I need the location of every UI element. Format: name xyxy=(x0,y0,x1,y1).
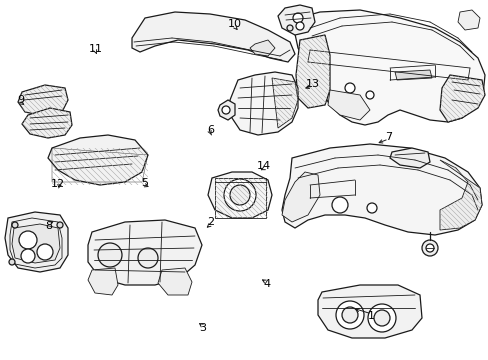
Circle shape xyxy=(98,243,122,267)
Circle shape xyxy=(21,249,35,263)
Text: 10: 10 xyxy=(227,19,241,30)
Text: 7: 7 xyxy=(385,132,391,142)
Circle shape xyxy=(9,259,15,265)
Text: 1: 1 xyxy=(367,311,374,321)
Polygon shape xyxy=(218,100,235,120)
Circle shape xyxy=(292,13,303,23)
Polygon shape xyxy=(88,268,118,295)
Circle shape xyxy=(12,222,18,228)
Text: 2: 2 xyxy=(206,217,213,228)
Circle shape xyxy=(331,197,347,213)
Text: 13: 13 xyxy=(305,78,319,89)
Polygon shape xyxy=(249,40,274,56)
Circle shape xyxy=(345,83,354,93)
Text: 11: 11 xyxy=(88,44,102,54)
Text: 9: 9 xyxy=(17,95,24,105)
Circle shape xyxy=(365,91,373,99)
Polygon shape xyxy=(158,268,192,295)
Polygon shape xyxy=(282,172,319,222)
Circle shape xyxy=(19,231,37,249)
Polygon shape xyxy=(394,70,431,80)
Circle shape xyxy=(295,22,304,30)
Polygon shape xyxy=(22,108,72,138)
Circle shape xyxy=(367,304,395,332)
Circle shape xyxy=(335,301,363,329)
Circle shape xyxy=(366,203,376,213)
Text: 12: 12 xyxy=(51,179,64,189)
Polygon shape xyxy=(12,224,60,263)
Circle shape xyxy=(37,244,53,260)
Polygon shape xyxy=(278,5,314,35)
Polygon shape xyxy=(282,144,481,235)
Circle shape xyxy=(57,222,63,228)
Circle shape xyxy=(222,106,229,114)
Text: 5: 5 xyxy=(141,178,147,188)
Text: 6: 6 xyxy=(206,125,213,135)
Circle shape xyxy=(229,185,249,205)
Text: 4: 4 xyxy=(263,279,269,289)
Polygon shape xyxy=(5,212,68,272)
Polygon shape xyxy=(439,75,484,122)
Polygon shape xyxy=(48,135,148,185)
Polygon shape xyxy=(294,10,484,125)
Polygon shape xyxy=(18,85,68,116)
Polygon shape xyxy=(457,10,479,30)
Circle shape xyxy=(286,25,292,31)
Polygon shape xyxy=(88,220,202,285)
Circle shape xyxy=(373,310,389,326)
Polygon shape xyxy=(295,35,329,108)
Circle shape xyxy=(425,244,433,252)
Text: 8: 8 xyxy=(45,221,52,231)
Polygon shape xyxy=(271,78,297,128)
Polygon shape xyxy=(439,160,481,230)
Circle shape xyxy=(341,307,357,323)
Circle shape xyxy=(421,240,437,256)
Polygon shape xyxy=(207,172,271,218)
Text: 14: 14 xyxy=(257,161,270,171)
Polygon shape xyxy=(327,90,369,120)
Polygon shape xyxy=(389,148,429,168)
Polygon shape xyxy=(132,12,294,62)
Polygon shape xyxy=(229,72,297,135)
Circle shape xyxy=(138,248,158,268)
Polygon shape xyxy=(317,285,421,338)
Circle shape xyxy=(224,179,256,211)
Text: 3: 3 xyxy=(199,323,206,333)
